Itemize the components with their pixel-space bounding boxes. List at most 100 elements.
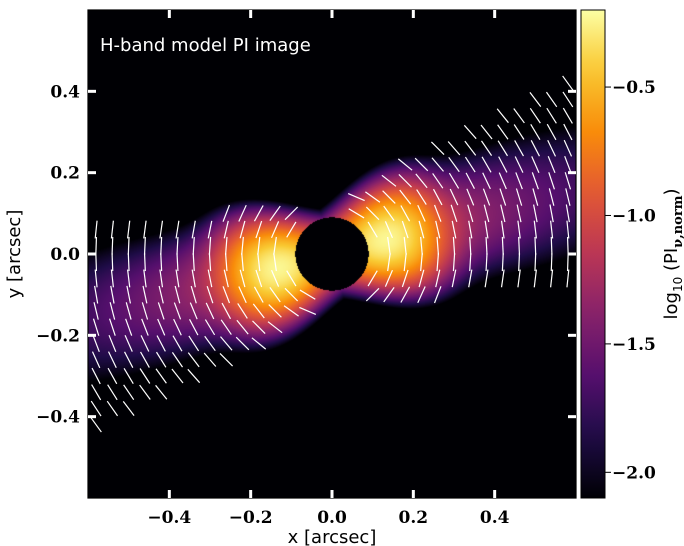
polarization-vector — [267, 321, 283, 334]
pi-image-heatmap — [88, 10, 576, 498]
polarization-vector — [432, 188, 443, 206]
polarization-vector — [448, 172, 460, 189]
polarization-vector — [531, 156, 540, 173]
polarization-vector — [482, 172, 491, 190]
polarization-vector — [142, 285, 148, 304]
polarization-vector — [514, 140, 524, 157]
polarization-vector — [208, 236, 212, 255]
polarization-vector — [94, 269, 98, 288]
polarization-vector — [464, 140, 477, 156]
polarization-vector — [431, 157, 444, 172]
polarization-vector — [123, 384, 135, 401]
y-tick-label: −0.2 — [36, 326, 80, 346]
polarization-vector — [140, 351, 150, 368]
polarization-vector — [451, 220, 457, 239]
polarization-vector — [348, 208, 365, 219]
polarization-vector — [566, 269, 570, 288]
polarization-vector — [430, 141, 445, 156]
polarization-vector — [171, 368, 184, 384]
polarization-vector — [562, 91, 574, 108]
polarization-vector — [241, 236, 244, 255]
polarization-vector — [484, 220, 489, 239]
polarization-vector — [417, 204, 426, 222]
polarization-vector — [485, 253, 488, 272]
polarization-vector — [565, 188, 571, 206]
polarization-vector — [485, 236, 488, 255]
polarization-vector — [465, 172, 475, 189]
polarization-vector — [190, 285, 197, 304]
polarization-vector — [255, 269, 263, 288]
polarization-vector — [435, 269, 441, 288]
polarization-vector — [548, 172, 555, 190]
polarization-vector — [91, 367, 101, 385]
polarization-vector — [284, 287, 299, 302]
polarization-vector — [400, 205, 411, 222]
polarization-vector — [157, 318, 166, 336]
polarization-vector — [534, 236, 537, 255]
image-panel: H-band model PI image — [87, 9, 577, 499]
polarization-vector — [452, 236, 456, 255]
polarization-vector — [156, 335, 166, 352]
polarization-vector — [222, 286, 231, 304]
polarization-vector — [501, 236, 504, 255]
polarization-vector — [286, 270, 297, 287]
polarization-vector — [531, 172, 539, 190]
polarization-vector — [159, 269, 164, 288]
polarization-vector — [534, 253, 537, 272]
polarization-vector — [451, 269, 457, 288]
x-tick-label: 0.4 — [480, 508, 510, 528]
polarization-vector — [270, 269, 280, 287]
polarization-vector — [481, 156, 492, 173]
polarization-vector — [175, 220, 180, 239]
polarization-vector — [94, 220, 98, 239]
colorbar: −2.0 −1.5 −1.0 −0.5 log10 (PIν,norm) — [580, 9, 684, 499]
polarization-vector — [367, 221, 378, 238]
polarization-vector — [176, 253, 179, 272]
colorbar-label: log10 (PIν,norm) — [661, 189, 684, 320]
polarization-vector — [529, 91, 542, 107]
polarization-vector — [172, 335, 183, 352]
polarization-vector — [106, 400, 119, 417]
polarization-vector — [253, 286, 264, 303]
polarization-vector — [397, 158, 413, 171]
polarization-vector — [498, 172, 507, 190]
polarization-vector — [92, 334, 100, 353]
polarization-vector — [158, 285, 164, 304]
polarization-vector — [187, 368, 201, 384]
polarization-vector — [299, 289, 316, 300]
polarization-vector — [448, 156, 460, 173]
polarization-vectors — [90, 75, 574, 433]
polarization-vector — [469, 253, 472, 272]
polarization-vector — [270, 221, 280, 239]
polarization-vector — [127, 253, 130, 272]
polarization-vector — [252, 303, 265, 319]
polarization-vector — [447, 141, 461, 156]
polarization-vector — [383, 287, 395, 303]
polarization-vector — [109, 302, 116, 320]
polarization-vector — [189, 319, 199, 336]
polarization-vector — [127, 220, 131, 239]
polarization-vector — [418, 220, 425, 239]
polarization-vector — [111, 236, 114, 255]
polarization-vector — [283, 305, 299, 317]
polarization-vector — [416, 189, 427, 205]
polarization-vector — [365, 206, 380, 221]
polarization-vector — [173, 302, 182, 320]
polarization-vector — [387, 236, 391, 255]
polarization-vector — [160, 253, 163, 272]
polarization-vector — [91, 351, 101, 369]
polarization-vector — [564, 155, 572, 174]
polarization-vector — [124, 351, 134, 368]
polarization-vector — [382, 190, 396, 204]
polarization-vector — [141, 318, 149, 336]
polarization-vector — [467, 204, 474, 223]
polarization-vector — [235, 336, 250, 351]
colorbar-tick-label: −1.0 — [612, 206, 656, 226]
polarization-vector — [533, 220, 537, 239]
polarization-vector — [191, 220, 196, 239]
colorbar-fill — [581, 10, 605, 498]
polarization-vector — [224, 253, 228, 272]
polarization-vector — [191, 269, 196, 288]
polarization-vector — [436, 236, 440, 255]
